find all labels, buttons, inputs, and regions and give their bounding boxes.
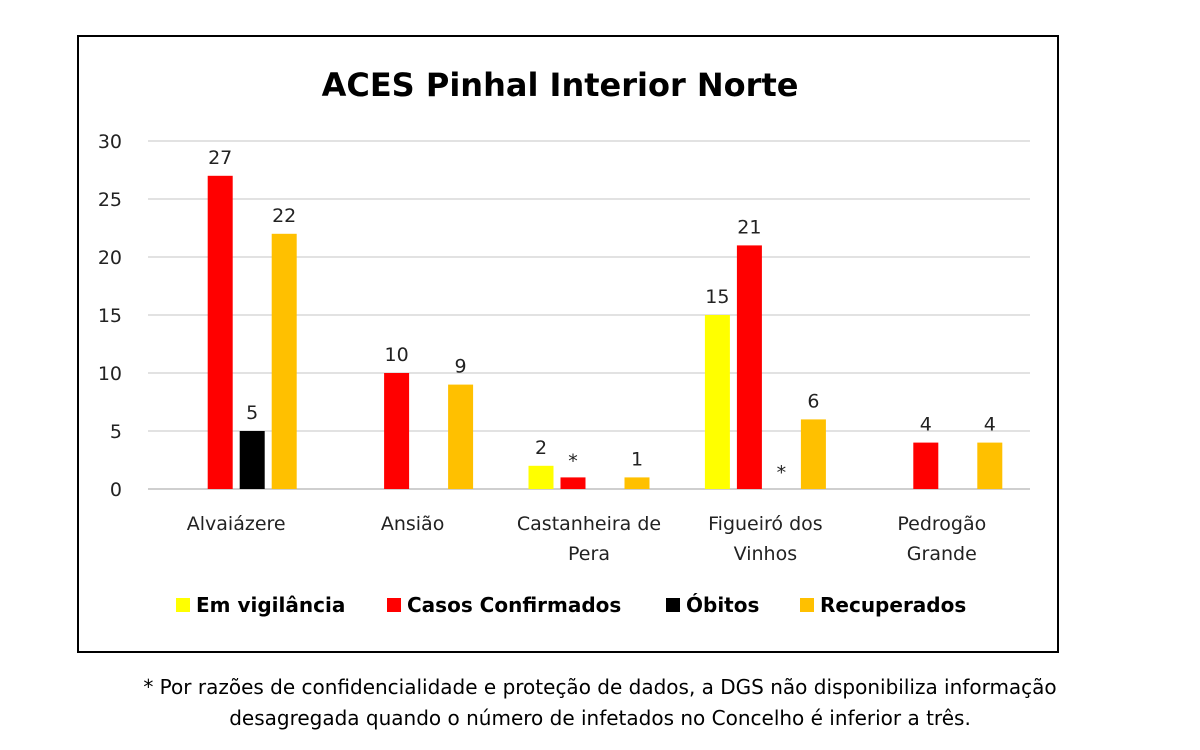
data-label: 22 bbox=[272, 205, 296, 227]
category-label: Ansião bbox=[381, 513, 445, 535]
legend-label: Recuperados bbox=[820, 593, 966, 617]
y-axis: 0 5 10 15 20 25 30 bbox=[98, 131, 122, 501]
y-tick-label: 20 bbox=[98, 247, 122, 269]
bar bbox=[913, 442, 939, 489]
data-label: 21 bbox=[737, 216, 761, 238]
bar bbox=[448, 384, 474, 489]
legend-swatch bbox=[666, 598, 680, 612]
bar bbox=[977, 442, 1003, 489]
data-label-asterisk: * bbox=[568, 450, 578, 472]
bar bbox=[384, 373, 410, 489]
footnote-line-2: desagregada quando o número de infetados… bbox=[229, 706, 971, 730]
legend-label: Óbitos bbox=[686, 593, 759, 617]
bar bbox=[560, 477, 586, 489]
data-label: 2 bbox=[535, 437, 547, 459]
legend-label: Casos Confirmados bbox=[407, 593, 621, 617]
data-labels: 27 5 22 10 9 2 * 1 15 21 * 6 4 4 bbox=[208, 147, 996, 484]
bar bbox=[271, 233, 297, 489]
x-axis: Alvaiázere Ansião Castanheira de Pera Figuei… bbox=[187, 513, 986, 565]
legend-swatch bbox=[387, 598, 401, 612]
category-label: Figueiró dos bbox=[708, 513, 823, 535]
data-label: 5 bbox=[246, 402, 258, 424]
category-label: Castanheira de bbox=[517, 513, 661, 535]
data-label: 15 bbox=[705, 286, 729, 308]
y-tick-label: 15 bbox=[98, 305, 122, 327]
data-label: 9 bbox=[455, 356, 467, 378]
bars bbox=[207, 175, 1003, 490]
legend-swatch bbox=[176, 598, 190, 612]
bar bbox=[239, 431, 265, 489]
bar bbox=[624, 477, 650, 489]
data-label: 1 bbox=[631, 448, 643, 470]
legend-label: Em vigilância bbox=[196, 593, 345, 617]
category-label: Vinhos bbox=[734, 543, 797, 565]
y-tick-label: 0 bbox=[110, 479, 122, 501]
category-label: Pedrogão bbox=[897, 513, 986, 535]
legend: Em vigilância Casos Confirmados Óbitos Recu… bbox=[176, 593, 966, 617]
data-label-asterisk: * bbox=[777, 462, 787, 484]
data-label: 27 bbox=[208, 147, 232, 169]
chart-title: ACES Pinhal Interior Norte bbox=[322, 66, 799, 104]
legend-swatch bbox=[800, 598, 814, 612]
footnote: * Por razões de confidencialidade e prot… bbox=[0, 672, 1200, 734]
data-label: 10 bbox=[385, 344, 409, 366]
y-tick-label: 30 bbox=[98, 131, 122, 153]
bar bbox=[704, 315, 730, 489]
bar bbox=[207, 175, 233, 490]
chart-border bbox=[77, 35, 1059, 653]
bar bbox=[800, 419, 826, 489]
data-label: 4 bbox=[920, 414, 932, 436]
bar bbox=[528, 465, 554, 489]
data-label: 4 bbox=[984, 414, 996, 436]
footnote-line-1: * Por razões de confidencialidade e prot… bbox=[143, 675, 1057, 699]
y-tick-label: 25 bbox=[98, 189, 122, 211]
y-tick-label: 10 bbox=[98, 363, 122, 385]
category-label: Alvaiázere bbox=[187, 513, 286, 535]
chart: ACES Pinhal Interior Norte 051015202530 … bbox=[77, 35, 1059, 653]
data-label: 6 bbox=[807, 390, 819, 412]
category-label: Grande bbox=[907, 543, 977, 565]
y-tick-label: 5 bbox=[110, 421, 122, 443]
category-label: Pera bbox=[568, 543, 610, 565]
bar bbox=[736, 245, 762, 489]
